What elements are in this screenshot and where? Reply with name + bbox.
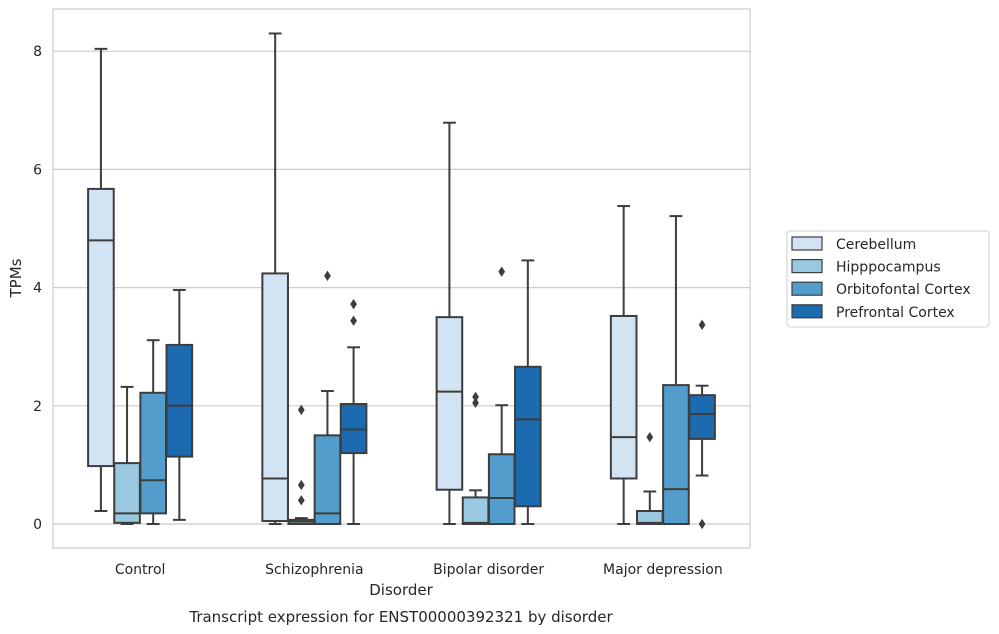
y-tick-label: 0 [33,517,42,533]
box-prefrontal-cortex [165,288,194,521]
outlier-point [297,495,305,506]
y-tick-label: 2 [33,399,42,415]
legend-frame [786,230,990,328]
legend-swatch [791,236,823,251]
box-cerebellum [261,32,289,525]
box-prefrontal-cortex [514,259,542,525]
box-cerebellum [87,47,115,512]
legend-swatch [791,281,823,296]
x-tick-label: Control [115,562,166,578]
legend-swatch [791,304,823,319]
box-iqr [435,316,464,491]
x-axis-ticks: Control Schizophrenia Bipolar disorder Majo… [115,562,723,578]
chart-caption: Transcript expression for ENST0000039232… [188,608,613,626]
box-orbitofontal-cortex [487,266,516,525]
box-iqr [514,365,542,508]
box-hipppocampus [287,404,316,525]
outlier-point [646,431,654,443]
box-iqr [261,272,289,523]
legend-swatch [791,259,823,274]
legend-label: Cerebellum [836,237,916,253]
outlier-point [472,397,479,409]
box-hipppocampus [461,391,490,525]
outlier-point [350,315,357,326]
box-iqr [688,394,716,440]
box-iqr [487,453,516,525]
box-orbitofontal-cortex [313,270,342,526]
outlier-point [498,266,506,277]
outlier-point [698,518,706,530]
outlier-point [297,404,305,416]
box-hipppocampus [635,431,664,525]
box-orbitofontal-cortex [662,215,690,525]
y-tick-label: 4 [33,281,42,297]
outlier-point [350,298,357,310]
x-axis-label: Disorder [369,581,433,599]
box-iqr [139,391,168,515]
legend-label: Hipppocampus [836,260,941,276]
legend-label: Prefrontal Cortex [836,305,955,321]
box-iqr [662,384,690,525]
legend: Cerebellum Hipppocampus Orbitofontal Corte… [786,230,990,328]
box-prefrontal-cortex [339,298,368,525]
box-cerebellum [435,121,464,525]
box-hipppocampus [113,385,141,525]
y-tick-label: 6 [33,162,42,178]
y-axis-ticks: 0 2 4 6 8 [33,44,42,533]
plot-frame [52,8,751,549]
box-orbitofontal-cortex [139,339,168,525]
y-tick-label: 8 [33,44,42,60]
box-cerebellum [609,205,638,525]
outlier-point [324,270,331,281]
outlier-point [472,391,479,403]
outlier-point [698,319,706,331]
x-tick-label: Bipolar disorder [433,562,544,578]
box-groups [87,32,716,530]
y-axis-label: TPMs [7,258,25,298]
box-prefrontal-cortex [688,319,716,530]
box-iqr [313,434,342,526]
legend-items: Cerebellum Hipppocampus Orbitofontal Corte… [791,236,971,321]
box-iqr [461,496,490,525]
box-iqr [609,314,638,480]
outlier-point [297,479,305,491]
legend-label: Orbitofontal Cortex [836,282,971,298]
box-iqr [87,187,115,468]
box-iqr [165,343,194,458]
x-tick-label: Schizophrenia [265,562,363,578]
x-tick-label: Major depression [603,562,723,578]
